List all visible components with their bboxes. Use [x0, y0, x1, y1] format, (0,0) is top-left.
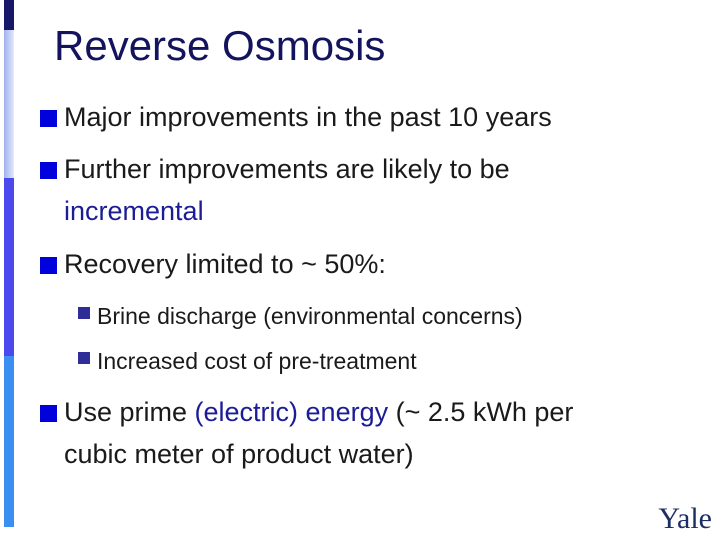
slide-title: Reverse Osmosis	[54, 22, 386, 69]
bullet-text-emphasis: (electric) energy	[194, 397, 389, 427]
bullet-line: Further improvements are likely to be	[64, 148, 510, 190]
strip-segment-violet	[4, 178, 14, 356]
bullet-line: Brine discharge (environmental concerns)	[97, 299, 523, 333]
sub-bullet-square-icon	[78, 307, 90, 319]
bullet-line: Recovery limited to ~ 50%:	[64, 243, 386, 285]
strip-segment-navy	[4, 0, 14, 30]
bullet-line: cubic meter of product water)	[64, 433, 573, 475]
bullet-text: Recovery limited to ~ 50%:	[64, 249, 386, 279]
sub-bullet-square-icon	[78, 352, 90, 364]
bullet-square-icon	[40, 162, 57, 179]
left-accent-strip	[4, 0, 14, 540]
bullet-text: Use prime	[64, 397, 195, 427]
bullet-item-prime-energy: Use prime (electric) energy (~ 2.5 kWh p…	[40, 391, 573, 475]
bullet-text: Further improvements are likely to be	[64, 154, 510, 184]
bullet-text-emphasis: incremental	[64, 196, 204, 226]
bullet-line: Major improvements in the past 10 years	[64, 96, 552, 138]
bullet-text: cubic meter of product water)	[64, 439, 414, 469]
sub-bullet-item-brine-discharge: Brine discharge (environmental concerns)	[78, 299, 523, 333]
bullet-item-recovery-limit: Recovery limited to ~ 50%:	[40, 243, 386, 285]
bullet-text: Increased cost of pre-treatment	[97, 348, 417, 374]
bullet-square-icon	[40, 257, 57, 274]
bullet-text: Brine discharge (environmental concerns)	[97, 303, 523, 329]
bullet-square-icon	[40, 110, 57, 127]
sub-bullet-item-pretreatment-cost: Increased cost of pre-treatment	[78, 344, 417, 378]
strip-segment-lavender	[4, 30, 14, 178]
bullet-text: Major improvements in the past 10 years	[64, 102, 552, 132]
strip-segment-blue	[4, 356, 14, 527]
bullet-item-further-improvements: Further improvements are likely to be in…	[40, 148, 510, 232]
bullet-text: (~ 2.5 kWh per	[388, 397, 574, 427]
bullet-item-major-improvements: Major improvements in the past 10 years	[40, 96, 552, 138]
bullet-line: Use prime (electric) energy (~ 2.5 kWh p…	[64, 391, 573, 433]
yale-logo: Yale	[658, 502, 712, 535]
bullet-line: incremental	[64, 190, 510, 232]
bullet-square-icon	[40, 405, 57, 422]
bullet-line: Increased cost of pre-treatment	[97, 344, 417, 378]
